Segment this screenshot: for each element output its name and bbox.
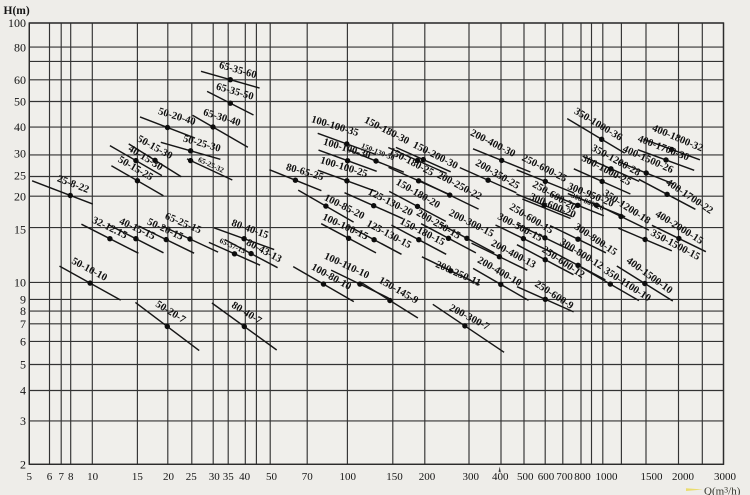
- svg-text:500: 500: [517, 471, 534, 483]
- svg-text:10: 10: [14, 275, 26, 289]
- svg-text:4: 4: [20, 384, 26, 398]
- svg-text:200: 200: [419, 471, 436, 483]
- svg-text:1500: 1500: [641, 471, 664, 483]
- svg-text:35: 35: [223, 471, 235, 483]
- svg-text:70: 70: [302, 471, 314, 483]
- svg-text:50: 50: [14, 94, 26, 108]
- svg-text:2000: 2000: [672, 471, 695, 483]
- svg-text:150: 150: [386, 471, 403, 483]
- svg-text:7: 7: [20, 317, 26, 331]
- svg-text:Q(m3/h): Q(m3/h): [704, 485, 741, 495]
- svg-text:20: 20: [163, 471, 175, 483]
- svg-text:30: 30: [14, 147, 26, 161]
- svg-text:8: 8: [68, 471, 74, 483]
- svg-text:30: 30: [209, 471, 221, 483]
- svg-text:100: 100: [340, 471, 357, 483]
- svg-text:400: 400: [492, 471, 509, 483]
- svg-text:5: 5: [20, 358, 26, 372]
- svg-text:15: 15: [132, 471, 144, 483]
- svg-text:2: 2: [20, 457, 26, 471]
- svg-text:7: 7: [58, 471, 64, 483]
- svg-text:300: 300: [463, 471, 480, 483]
- svg-text:6: 6: [20, 334, 26, 348]
- svg-text:10: 10: [87, 471, 99, 483]
- svg-text:700: 700: [556, 471, 573, 483]
- svg-text:8: 8: [20, 304, 26, 318]
- svg-text:9: 9: [20, 292, 26, 306]
- svg-text:50: 50: [266, 471, 278, 483]
- svg-text:100: 100: [8, 16, 26, 30]
- svg-text:15: 15: [14, 223, 26, 237]
- svg-text:3: 3: [20, 414, 26, 428]
- svg-text:600: 600: [538, 471, 555, 483]
- svg-text:6: 6: [47, 471, 53, 483]
- svg-text:40: 40: [14, 120, 26, 134]
- svg-text:40: 40: [239, 471, 251, 483]
- svg-text:800: 800: [574, 471, 591, 483]
- svg-text:20: 20: [14, 190, 26, 204]
- svg-text:H(m): H(m): [4, 5, 30, 17]
- svg-text:25: 25: [14, 169, 26, 183]
- svg-text:60: 60: [14, 73, 26, 87]
- svg-text:5: 5: [27, 471, 33, 483]
- svg-text:80: 80: [14, 41, 26, 55]
- svg-text:3000: 3000: [714, 471, 737, 483]
- svg-text:25: 25: [186, 471, 198, 483]
- svg-text:1000: 1000: [596, 471, 619, 483]
